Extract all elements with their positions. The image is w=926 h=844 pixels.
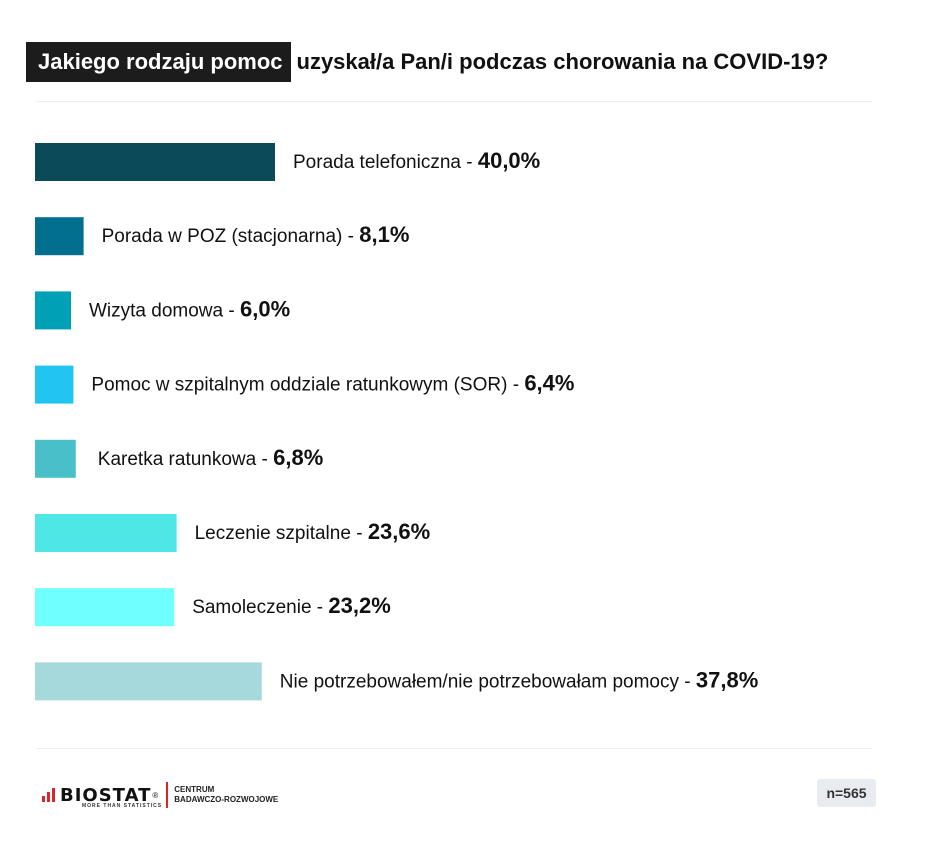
bar-label-6: Leczenie szpitalne - 23,6% [195, 519, 431, 544]
logo-separator [166, 782, 169, 808]
biostat-logo: BIOSTAT ® CENTRUM BADAWCZO-ROZWOJOWE MOR… [42, 782, 278, 809]
logo-tagline: MORE THAN STATISTICS [82, 803, 163, 809]
bar-7 [35, 588, 175, 627]
bar-1 [35, 143, 275, 181]
title-highlight: Jakiego rodzaju pomoc [26, 42, 291, 82]
bar-2 [35, 217, 84, 256]
bar-5 [35, 439, 76, 478]
bar-label-3: Wizyta domowa - 6,0% [89, 296, 290, 321]
value-label: 6,0% [240, 296, 290, 321]
category-label: Karetka ratunkowa - [98, 449, 273, 470]
logo-name: BIOSTAT [60, 784, 152, 806]
logo-center-line2: BADAWCZO-ROZWOJOWE [174, 795, 279, 804]
category-label: Porada w POZ (stacjonarna) - [102, 226, 360, 247]
category-label: Leczenie szpitalne - [195, 523, 368, 544]
bar-label-8: Nie potrzebowałem/nie potrzebowałam pomo… [280, 667, 758, 692]
category-label: Wizyta domowa - [89, 300, 240, 321]
value-label: 6,4% [524, 371, 574, 396]
value-label: 23,2% [328, 593, 390, 618]
logo-registered: ® [152, 790, 159, 800]
bar-label-1: Porada telefoniczna - 40,0% [293, 148, 540, 173]
value-label: 40,0% [478, 148, 540, 173]
bar-label-4: Pomoc w szpitalnym oddziale ratunkowym (… [91, 371, 574, 396]
bar-label-5: Karetka ratunkowa - 6,8% [98, 445, 323, 470]
title-rest: uzyskał/a Pan/i podczas chorowania na CO… [296, 49, 829, 74]
bar-label-7: Samoleczenie - 23,2% [192, 593, 391, 618]
footer: BIOSTAT ® CENTRUM BADAWCZO-ROZWOJOWE MOR… [0, 770, 926, 830]
top-divider [36, 101, 872, 102]
bar-6 [35, 514, 177, 552]
logo-center-line1: CENTRUM [174, 785, 215, 794]
bar-chart: Porada telefoniczna - 40,0% Porada w POZ … [35, 143, 758, 701]
sample-size-badge: n=565 [817, 779, 876, 807]
value-label: 37,8% [696, 667, 758, 692]
category-label: Pomoc w szpitalnym oddziale ratunkowym (… [91, 375, 524, 396]
value-label: 8,1% [359, 222, 409, 247]
category-label: Samoleczenie - [192, 597, 328, 618]
bar-3 [35, 291, 71, 330]
logo-bars-icon [42, 788, 55, 802]
chart-title: Jakiego rodzaju pomoc uzyskał/a Pan/i po… [26, 42, 828, 82]
bar-4 [35, 365, 74, 404]
category-label: Nie potrzebowałem/nie potrzebowałam pomo… [280, 671, 696, 692]
bottom-divider [36, 748, 872, 749]
bar-label-2: Porada w POZ (stacjonarna) - 8,1% [102, 222, 410, 247]
category-label: Porada telefoniczna - [293, 152, 478, 173]
bar-8 [35, 662, 262, 701]
logo-center-text: CENTRUM BADAWCZO-ROZWOJOWE [174, 785, 278, 805]
value-label: 6,8% [273, 445, 323, 470]
value-label: 23,6% [368, 519, 430, 544]
